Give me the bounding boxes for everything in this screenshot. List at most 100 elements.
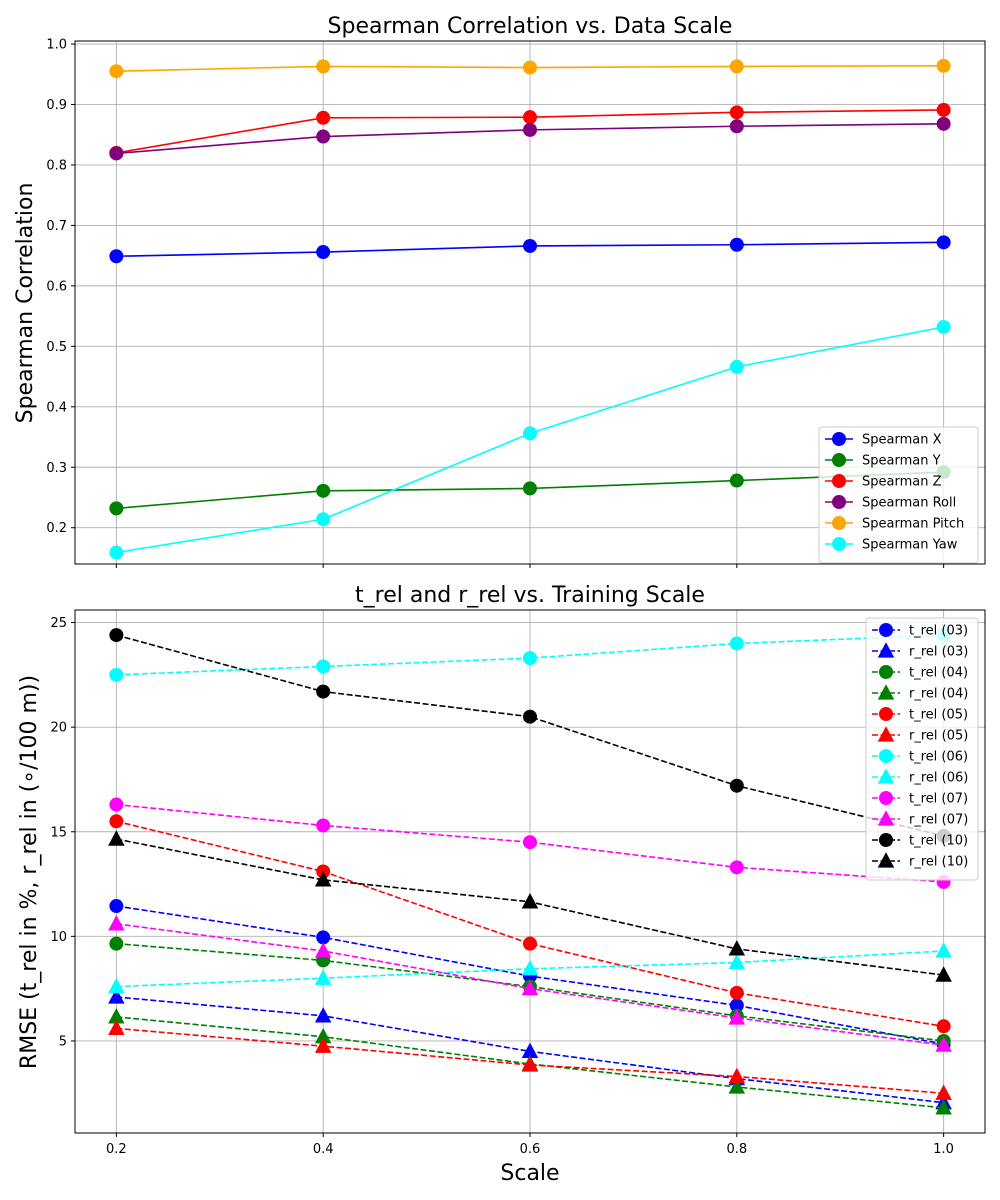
legend-label: r_rel (04) xyxy=(909,687,968,702)
legend-item: r_rel (06) xyxy=(872,768,968,786)
data-point xyxy=(109,628,124,643)
legend-marker xyxy=(879,833,893,847)
legend-box xyxy=(818,426,979,564)
legend-marker xyxy=(877,768,895,784)
legend-marker xyxy=(832,474,846,488)
y-tick-label: 15 xyxy=(50,825,67,840)
data-point xyxy=(316,684,331,699)
legend-box xyxy=(865,617,979,881)
plot-frame xyxy=(74,609,986,1134)
series-spearman-x xyxy=(109,235,951,264)
data-point xyxy=(729,359,744,374)
data-point xyxy=(523,60,537,75)
chart-spearman-correlation: Spearman Correlation vs. Data Scale Spea… xyxy=(13,14,986,568)
data-point xyxy=(935,1084,952,1100)
data-point xyxy=(109,501,124,516)
y-tick-label: 0.6 xyxy=(46,279,67,294)
data-point xyxy=(935,966,952,982)
data-point xyxy=(523,709,537,724)
legend-marker xyxy=(877,852,895,868)
data-point xyxy=(936,319,951,334)
data-point xyxy=(729,985,744,1000)
legend-item: t_rel (03) xyxy=(872,623,968,639)
data-point xyxy=(316,110,331,125)
data-point xyxy=(314,942,332,958)
series-r-rel-10 xyxy=(108,830,952,982)
data-point xyxy=(728,1078,746,1094)
chart-title: Spearman Correlation vs. Data Scale xyxy=(328,14,733,39)
y-tick-label: 0.8 xyxy=(46,158,67,173)
legend-marker xyxy=(877,726,895,742)
data-point xyxy=(109,814,124,829)
x-axis-label: Scale xyxy=(500,1161,559,1186)
plot-frame xyxy=(74,40,986,565)
data-point xyxy=(729,119,744,134)
data-point xyxy=(316,659,331,674)
legend-label: Spearman Z xyxy=(862,475,942,490)
data-point xyxy=(109,249,124,264)
y-tick-label: 20 xyxy=(50,721,67,736)
y-tick-label: 5 xyxy=(59,1034,67,1049)
data-point xyxy=(314,871,332,887)
data-point xyxy=(316,59,331,74)
data-point xyxy=(936,235,951,250)
series-spearman-pitch xyxy=(109,58,951,79)
legend-item: t_rel (06) xyxy=(872,749,968,765)
data-point xyxy=(523,835,537,850)
legend-label: r_rel (06) xyxy=(909,771,968,786)
legend-label: r_rel (10) xyxy=(909,855,968,870)
legend-marker xyxy=(877,684,895,700)
legend-label: r_rel (07) xyxy=(909,813,968,828)
data-point xyxy=(728,1067,746,1084)
legend-item: Spearman Yaw xyxy=(825,537,958,553)
data-point xyxy=(521,960,539,976)
data-point xyxy=(109,64,124,79)
data-point xyxy=(729,105,744,120)
data-point xyxy=(109,667,124,682)
legend-label: t_rel (10) xyxy=(909,834,968,849)
legend-marker xyxy=(832,516,846,530)
series-line xyxy=(116,950,944,988)
data-point xyxy=(936,102,951,117)
data-point xyxy=(109,936,124,951)
data-point xyxy=(729,998,744,1013)
legend-item: Spearman Roll xyxy=(825,495,956,511)
data-point xyxy=(109,146,124,161)
legend-item: r_rel (03) xyxy=(872,642,968,660)
legend-item: t_rel (10) xyxy=(872,833,968,849)
data-point xyxy=(523,651,537,666)
series-line xyxy=(116,1027,944,1095)
series-line xyxy=(116,803,944,883)
chart-trel-rrel: t_rel and r_rel vs. Training Scale RMSE … xyxy=(17,583,986,1186)
legend-label: r_rel (03) xyxy=(909,645,968,660)
legend-marker xyxy=(832,537,846,551)
y-tick-label: 0.3 xyxy=(46,461,67,476)
y-tick-label: 0.7 xyxy=(46,219,67,234)
legend-marker xyxy=(879,791,893,805)
legend-label: t_rel (06) xyxy=(909,750,968,765)
data-point xyxy=(729,473,744,488)
legend-marker xyxy=(832,495,846,509)
data-point xyxy=(936,58,951,73)
data-point xyxy=(523,426,537,441)
legend-label: t_rel (03) xyxy=(909,624,968,639)
data-point xyxy=(108,1008,125,1024)
y-tick-label: 1.0 xyxy=(46,38,67,53)
data-point xyxy=(936,1019,951,1034)
ticks: 0.2 0.3 0.4 0.5 0.6 0.7 0.8 0.9 1.0 xyxy=(46,38,945,568)
data-point xyxy=(316,129,331,144)
x-tick-label: 0.2 xyxy=(106,1142,127,1157)
y-axis-label: Spearman Correlation xyxy=(13,183,38,424)
series-line xyxy=(116,820,944,1028)
legend-item: r_rel (10) xyxy=(872,852,968,870)
legend-marker xyxy=(879,665,893,679)
legend-label: Spearman Y xyxy=(862,454,941,469)
legend-item: Spearman Z xyxy=(825,474,942,490)
data-point xyxy=(728,940,746,956)
legend-label: Spearman Pitch xyxy=(862,517,964,532)
legend-label: r_rel (05) xyxy=(909,729,968,744)
legend-item: r_rel (07) xyxy=(872,810,968,828)
data-point xyxy=(314,1007,332,1023)
